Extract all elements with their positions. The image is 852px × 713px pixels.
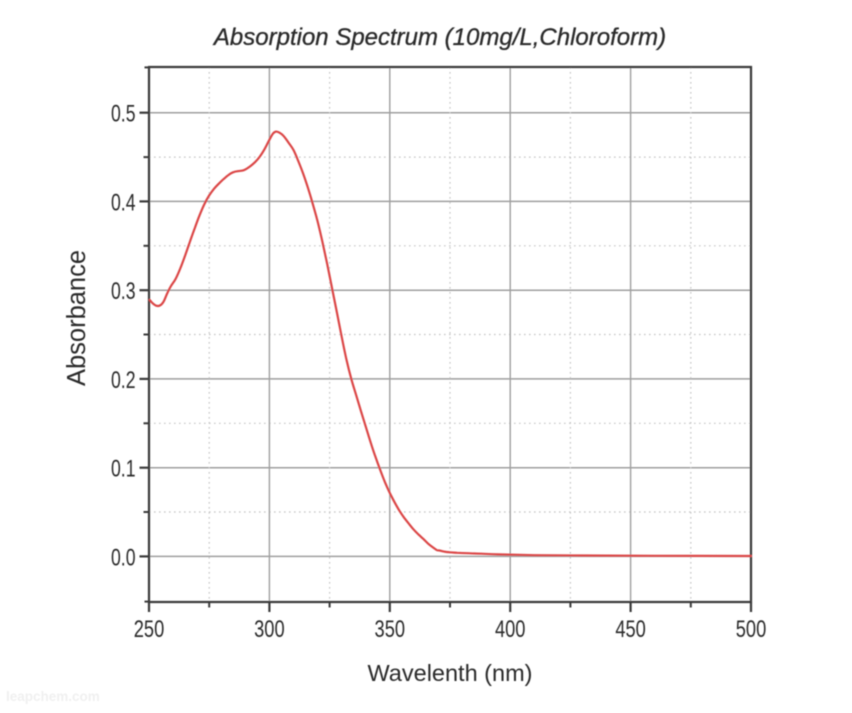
svg-text:0.4: 0.4 (111, 189, 136, 216)
svg-text:0.1: 0.1 (111, 456, 136, 483)
svg-text:300: 300 (254, 616, 285, 643)
svg-text:0.5: 0.5 (111, 101, 136, 128)
svg-text:leapchem.com: leapchem.com (6, 689, 100, 704)
svg-text:Absorbance: Absorbance (63, 250, 91, 386)
svg-text:Absorption Spectrum (10mg/L,Ch: Absorption Spectrum (10mg/L,Chloroform) (212, 24, 666, 51)
svg-text:0.3: 0.3 (111, 278, 136, 305)
svg-text:450: 450 (615, 616, 646, 643)
svg-text:0.2: 0.2 (111, 367, 136, 394)
svg-text:350: 350 (375, 616, 406, 643)
svg-text:400: 400 (495, 616, 526, 643)
svg-text:250: 250 (134, 616, 165, 643)
svg-text:Wavelenth (nm): Wavelenth (nm) (368, 660, 533, 686)
svg-text:0.0: 0.0 (111, 544, 136, 571)
svg-text:500: 500 (736, 616, 767, 643)
